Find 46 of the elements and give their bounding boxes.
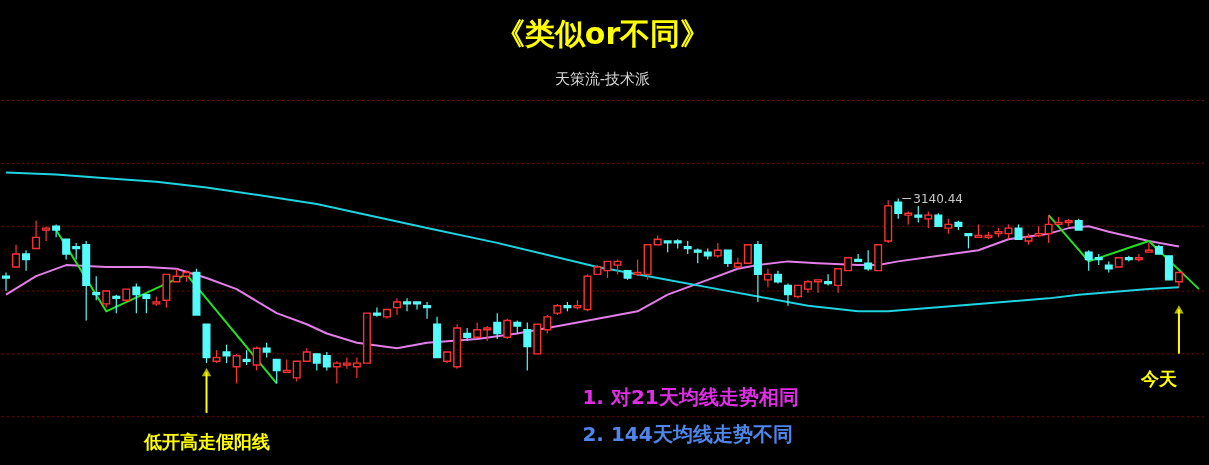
candlestick <box>403 297 412 312</box>
candlestick <box>834 268 843 294</box>
candlestick <box>2 271 11 292</box>
candlestick <box>292 360 301 383</box>
candlestick <box>342 356 351 370</box>
candlestick <box>1084 249 1093 272</box>
candlestick <box>814 279 823 294</box>
candlestick <box>222 344 231 364</box>
candlestick <box>743 244 752 264</box>
candlestick <box>22 249 31 272</box>
candlestick <box>42 225 51 242</box>
candlestick <box>1044 214 1053 244</box>
candlestick <box>372 307 381 318</box>
candlestick <box>232 353 241 385</box>
candlestick <box>1144 242 1153 253</box>
candlestick <box>112 294 121 314</box>
candlestick <box>252 345 261 372</box>
candlestick <box>52 223 61 238</box>
chart-title: 《类似or不同》 <box>494 16 711 51</box>
candlestick <box>894 197 903 220</box>
candlestick <box>62 238 71 261</box>
candlestick <box>423 301 432 320</box>
candlestick <box>783 282 792 307</box>
candlestick <box>322 351 331 372</box>
text: 2. 144天均线走势不同 <box>582 422 793 447</box>
candlestick <box>32 220 41 250</box>
candlestick <box>142 293 151 314</box>
annotation: 3140.44 <box>913 191 963 206</box>
candlestick <box>272 358 281 385</box>
candlestick <box>92 275 101 301</box>
candlestick <box>543 314 552 335</box>
candlestick <box>824 273 833 287</box>
chart-subtitle: 天策流-技术派 <box>554 70 651 88</box>
text: 低开高走假阳线 <box>142 430 270 452</box>
annotation: 今天 <box>1139 367 1177 389</box>
candlestick <box>763 268 772 288</box>
candlestick <box>854 253 863 263</box>
text: 1. 对21天均线走势相同 <box>582 385 799 410</box>
candlestick <box>392 297 401 316</box>
candlestick <box>523 321 532 372</box>
candlestick <box>132 282 141 314</box>
candlestick <box>493 312 502 340</box>
candlestick <box>12 244 21 268</box>
candlestick <box>332 360 341 385</box>
candlestick <box>352 356 361 379</box>
candlestick <box>503 318 512 340</box>
